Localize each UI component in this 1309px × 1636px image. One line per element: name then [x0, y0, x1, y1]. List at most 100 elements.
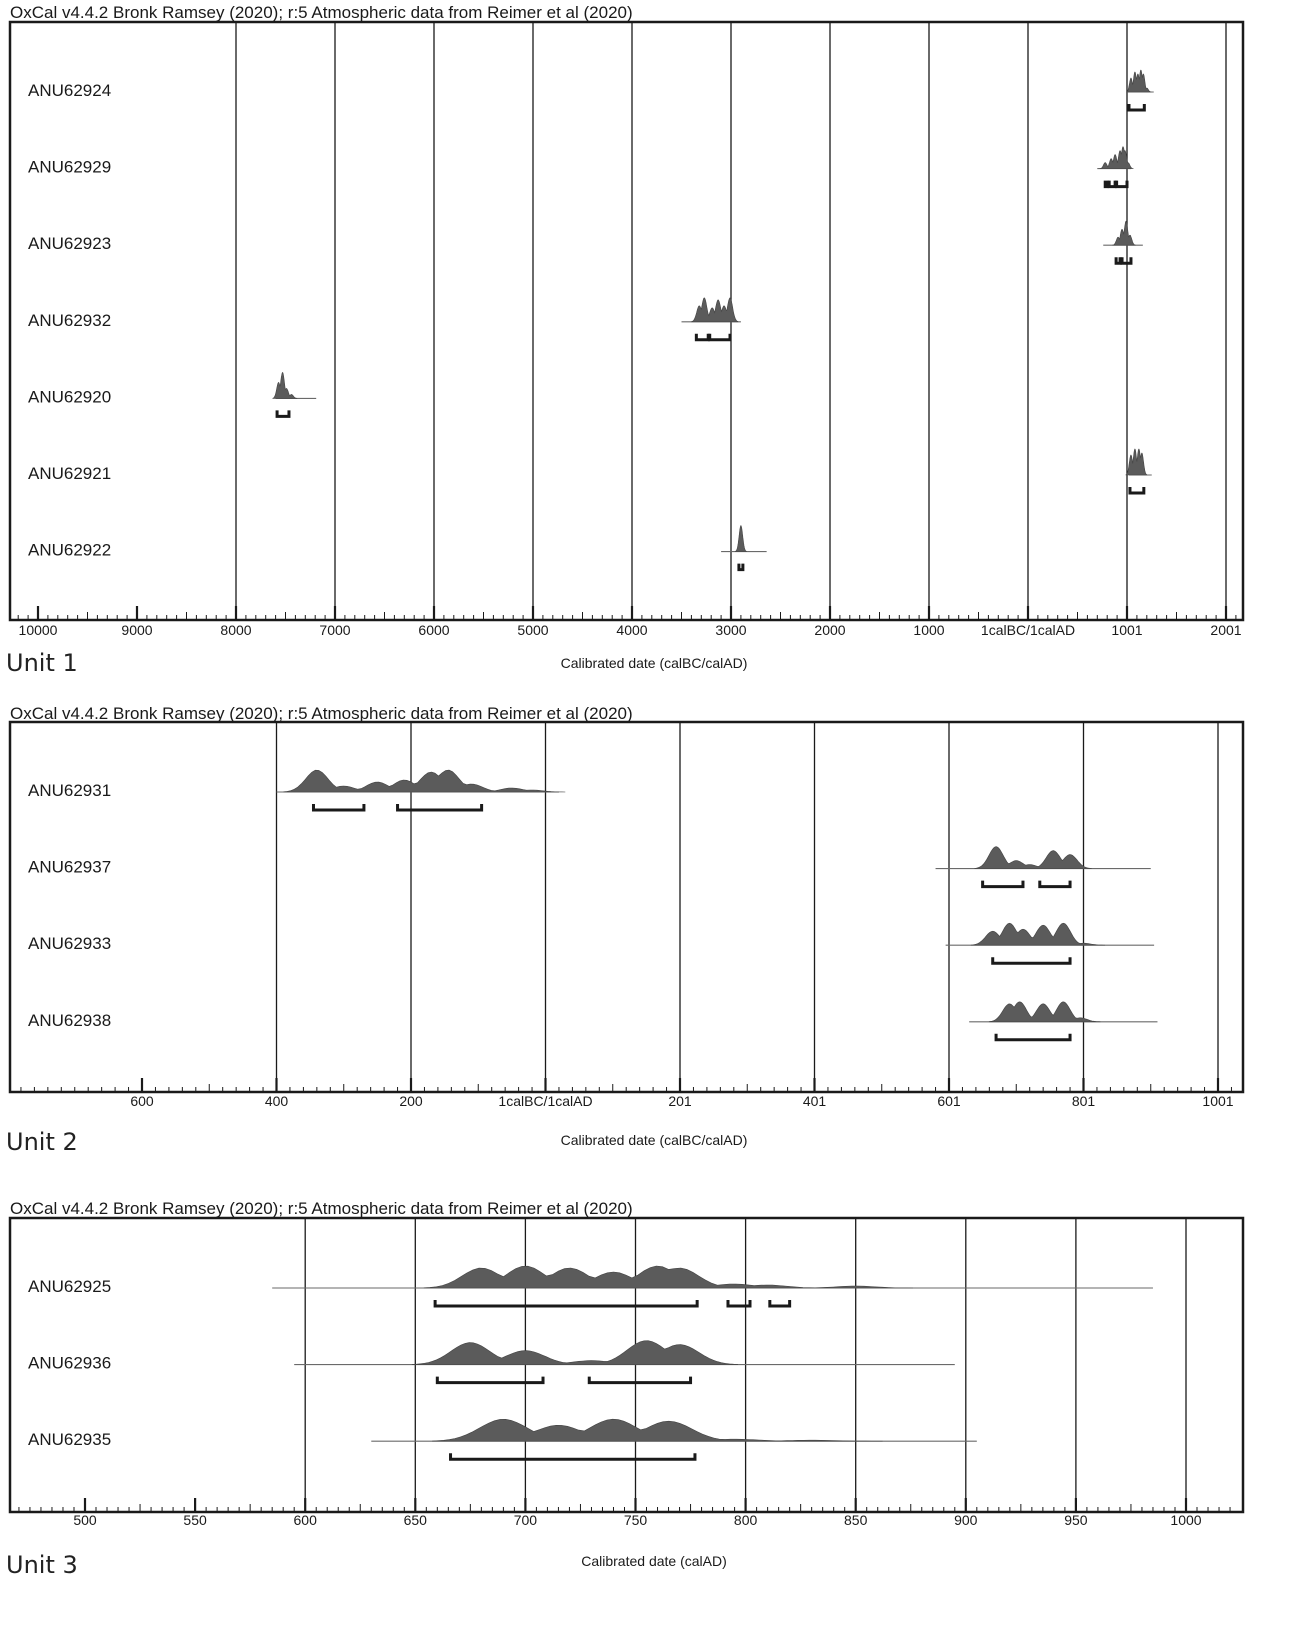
- sample-row: ANU62929: [28, 146, 1134, 189]
- range-bracket: [1103, 180, 1109, 189]
- sample-row: ANU62924: [28, 69, 1154, 112]
- tick-label: 800: [734, 1512, 758, 1528]
- sample-label: ANU62931: [28, 781, 111, 800]
- tick-label: 550: [183, 1512, 207, 1528]
- tick-label: 400: [265, 1093, 289, 1109]
- tick-label: 601: [937, 1093, 961, 1109]
- sample-label: ANU62937: [28, 858, 111, 877]
- range-bracket: [1114, 257, 1122, 265]
- range-bracket: [1115, 180, 1129, 189]
- probability-curve: [432, 1418, 883, 1442]
- plot-frame: [8, 1216, 1245, 1514]
- probability-curve: [735, 525, 747, 552]
- tick-label: 1calBC/1calAD: [981, 622, 1075, 638]
- tick-label: 1000: [913, 622, 944, 638]
- tick-label: 700: [514, 1512, 538, 1528]
- sample-row: ANU62936: [28, 1340, 955, 1385]
- tick-label: 401: [803, 1093, 827, 1109]
- tick-label: 650: [404, 1512, 428, 1528]
- probability-curve: [1099, 146, 1134, 169]
- sample-label: ANU62929: [28, 158, 111, 177]
- sample-row: ANU62933: [28, 922, 1155, 965]
- tick-label: 900: [954, 1512, 978, 1528]
- tick-label: 3000: [715, 622, 746, 638]
- range-bracket: [435, 1376, 545, 1385]
- tick-label: 2001: [1210, 622, 1241, 638]
- range-bracket: [768, 1300, 792, 1308]
- sample-label: ANU62933: [28, 934, 111, 953]
- tick-label: 1001: [1202, 1093, 1233, 1109]
- sample-row: ANU62925: [28, 1265, 1153, 1308]
- tick-label: 1001: [1111, 622, 1142, 638]
- tick-label: 10000: [19, 622, 58, 638]
- chart-title: OxCal v4.4.2 Bronk Ramsey (2020); r:5 At…: [10, 704, 633, 723]
- range-bracket: [694, 333, 710, 342]
- sample-label: ANU62920: [28, 387, 111, 406]
- sample-row: ANU62922: [28, 525, 767, 572]
- unit-panel-3: OxCal v4.4.2 Bronk Ramsey (2020); r:5 At…: [6, 1199, 1245, 1579]
- tick-label: 201: [668, 1093, 692, 1109]
- range-bracket: [275, 410, 291, 418]
- probability-curve: [1126, 69, 1152, 93]
- sample-label: ANU62935: [28, 1430, 111, 1449]
- sample-row: ANU62935: [28, 1418, 977, 1461]
- tick-label: 600: [294, 1512, 318, 1528]
- sample-row: ANU62938: [28, 1001, 1158, 1042]
- range-bracket: [433, 1300, 699, 1308]
- probability-curve: [974, 846, 1092, 869]
- range-bracket: [1107, 180, 1117, 189]
- tick-label: 850: [844, 1512, 868, 1528]
- probability-curve: [1125, 448, 1148, 476]
- probability-curve: [272, 371, 298, 399]
- sample-label: ANU62923: [28, 234, 111, 253]
- range-bracket: [726, 1300, 752, 1308]
- probability-curve: [283, 769, 566, 793]
- plot-frame: [8, 720, 1245, 1094]
- tick-label: 9000: [121, 622, 152, 638]
- range-bracket: [311, 804, 366, 812]
- tick-label: 6000: [418, 622, 449, 638]
- sample-label: ANU62922: [28, 541, 111, 560]
- tick-label: 1000: [1170, 1512, 1201, 1528]
- tick-label: 4000: [616, 622, 647, 638]
- range-bracket: [1127, 104, 1146, 112]
- probability-curve: [1112, 220, 1136, 246]
- plot-frame: [8, 20, 1245, 622]
- range-bracket: [994, 1033, 1072, 1042]
- range-bracket: [708, 333, 732, 342]
- sample-row: ANU62920: [28, 371, 317, 418]
- range-bracket: [981, 880, 1025, 889]
- probability-curve: [691, 297, 739, 323]
- unit-panel-2: OxCal v4.4.2 Bronk Ramsey (2020); r:5 At…: [6, 704, 1245, 1156]
- range-bracket: [991, 957, 1072, 965]
- x-axis-label: Calibrated date (calBC/calAD): [561, 655, 748, 671]
- sample-label: ANU62938: [28, 1011, 111, 1030]
- tick-label: 5000: [517, 622, 548, 638]
- unit-panel-1: OxCal v4.4.2 Bronk Ramsey (2020); r:5 At…: [6, 3, 1245, 677]
- sample-row: ANU62921: [28, 448, 1152, 495]
- x-axis-label: Calibrated date (calBC/calAD): [561, 1132, 748, 1148]
- range-bracket: [1038, 880, 1072, 889]
- tick-label: 7000: [319, 622, 350, 638]
- tick-label: 600: [130, 1093, 154, 1109]
- unit-label: Unit 3: [6, 1551, 78, 1579]
- range-bracket: [737, 563, 745, 572]
- tick-label: 200: [399, 1093, 423, 1109]
- probability-curve: [423, 1265, 914, 1289]
- range-bracket: [587, 1376, 693, 1385]
- sample-row: ANU62931: [28, 769, 566, 812]
- sample-label: ANU62924: [28, 81, 111, 100]
- tick-label: 500: [73, 1512, 97, 1528]
- tick-label: 2000: [814, 622, 845, 638]
- range-bracket: [449, 1453, 697, 1461]
- sample-label: ANU62921: [28, 464, 111, 483]
- probability-curve: [411, 1340, 738, 1365]
- unit-label: Unit 1: [6, 649, 78, 677]
- tick-label: 750: [624, 1512, 648, 1528]
- range-bracket: [396, 804, 484, 812]
- range-bracket: [1128, 487, 1146, 495]
- unit-label: Unit 2: [6, 1128, 78, 1156]
- tick-label: 8000: [220, 622, 251, 638]
- tick-label: 1calBC/1calAD: [498, 1093, 592, 1109]
